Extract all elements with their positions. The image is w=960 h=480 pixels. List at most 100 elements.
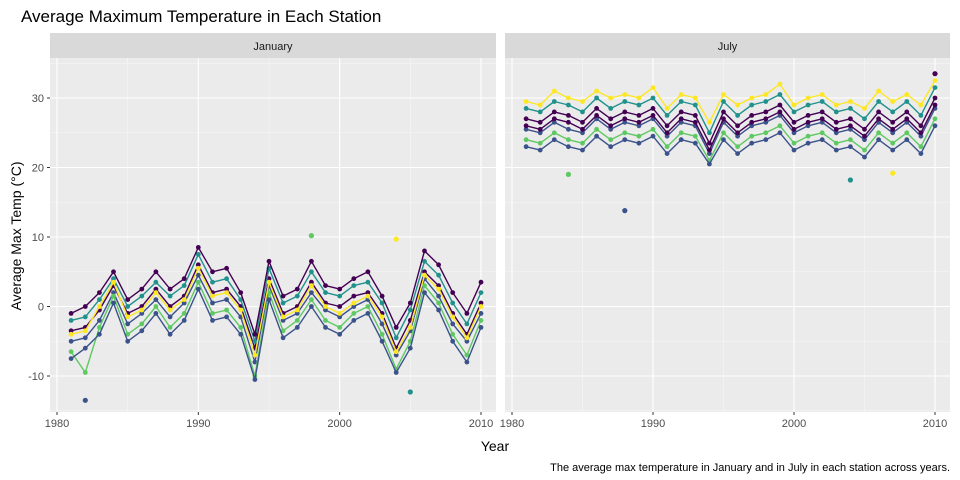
- data-point: [566, 119, 571, 125]
- data-point: [636, 133, 642, 139]
- data-point: [791, 130, 797, 136]
- data-point: [890, 119, 896, 125]
- data-point: [636, 140, 642, 146]
- data-point: [848, 106, 853, 111]
- data-point: [436, 293, 441, 299]
- data-point: [608, 137, 614, 143]
- data-point: [678, 109, 684, 115]
- data-point: [82, 314, 88, 320]
- data-point: [805, 133, 811, 139]
- y-tick-label: 0: [38, 302, 44, 314]
- data-point: [323, 307, 328, 313]
- data-point: [735, 123, 740, 129]
- data-point: [650, 113, 656, 118]
- chart-caption: The average max temperature in January a…: [550, 462, 950, 474]
- data-point: [210, 269, 215, 275]
- data-point: [580, 99, 585, 104]
- data-point: [551, 99, 557, 104]
- data-point: [608, 126, 614, 132]
- data-point: [848, 99, 853, 104]
- data-point: [622, 92, 628, 97]
- data-point: [450, 290, 456, 295]
- data-point: [393, 335, 399, 341]
- data-point: [280, 293, 286, 299]
- data-point: [294, 325, 300, 330]
- data-point: [537, 102, 543, 108]
- data-point: [224, 265, 230, 271]
- data-point: [125, 331, 131, 337]
- data-point: [238, 290, 244, 295]
- chart-title: Average Maximum Temperature in Each Stat…: [21, 7, 381, 26]
- data-point: [153, 311, 159, 316]
- data-point: [365, 269, 371, 275]
- data-point: [819, 109, 825, 115]
- data-point: [238, 331, 244, 337]
- data-point: [351, 300, 357, 306]
- data-point: [323, 290, 328, 295]
- data-point: [351, 293, 357, 299]
- panel-background: [505, 58, 950, 412]
- data-point: [918, 123, 924, 129]
- y-tick-label: 20: [32, 163, 44, 175]
- data-point: [692, 102, 698, 108]
- data-point: [478, 304, 484, 309]
- data-point: [721, 137, 726, 143]
- data-point: [763, 109, 769, 115]
- data-point: [918, 130, 924, 136]
- data-point: [636, 95, 642, 101]
- series-line: [70, 253, 482, 342]
- data-point: [436, 262, 441, 268]
- data-point: [210, 293, 215, 299]
- data-point: [848, 144, 853, 150]
- data-point: [436, 286, 441, 292]
- data-point: [224, 286, 230, 292]
- data-point: [749, 119, 755, 125]
- data-point: [97, 304, 102, 309]
- data-point: [721, 130, 726, 136]
- data-point: [252, 359, 258, 365]
- data-point: [932, 102, 938, 108]
- data-point: [68, 318, 74, 323]
- data-point: [848, 137, 853, 143]
- outlier-point: [565, 171, 572, 177]
- data-point: [111, 276, 116, 282]
- data-point: [436, 283, 441, 288]
- data-point: [82, 370, 88, 375]
- data-point: [566, 137, 571, 143]
- outlier-point: [308, 233, 314, 239]
- series-line: [70, 246, 482, 335]
- data-point: [763, 119, 769, 125]
- data-point: [650, 126, 656, 132]
- data-point: [876, 109, 881, 115]
- data-point: [181, 276, 187, 282]
- data-point: [551, 137, 557, 143]
- data-point: [68, 349, 74, 355]
- data-point: [862, 116, 867, 122]
- data-point: [904, 109, 910, 115]
- y-axis-label: Average Max Temp (°C): [8, 161, 24, 310]
- data-point: [422, 290, 427, 295]
- data-point: [224, 307, 230, 313]
- data-point: [608, 106, 614, 111]
- x-tick-label: 2000: [327, 418, 351, 430]
- data-point: [464, 321, 470, 327]
- outlier-point: [622, 208, 628, 214]
- data-point: [636, 113, 642, 118]
- data-point: [890, 109, 896, 115]
- data-point: [153, 286, 159, 292]
- data-point: [309, 279, 314, 285]
- data-point: [749, 113, 755, 118]
- data-point: [323, 325, 328, 330]
- data-point: [153, 269, 159, 275]
- data-point: [181, 318, 187, 323]
- x-tick-label: 1990: [641, 418, 665, 430]
- data-point: [294, 286, 300, 292]
- data-point: [791, 109, 797, 115]
- data-point: [167, 286, 173, 292]
- series-line: [525, 104, 936, 151]
- data-point: [805, 95, 811, 101]
- data-point: [181, 297, 187, 302]
- data-point: [664, 113, 670, 118]
- data-point: [68, 356, 74, 361]
